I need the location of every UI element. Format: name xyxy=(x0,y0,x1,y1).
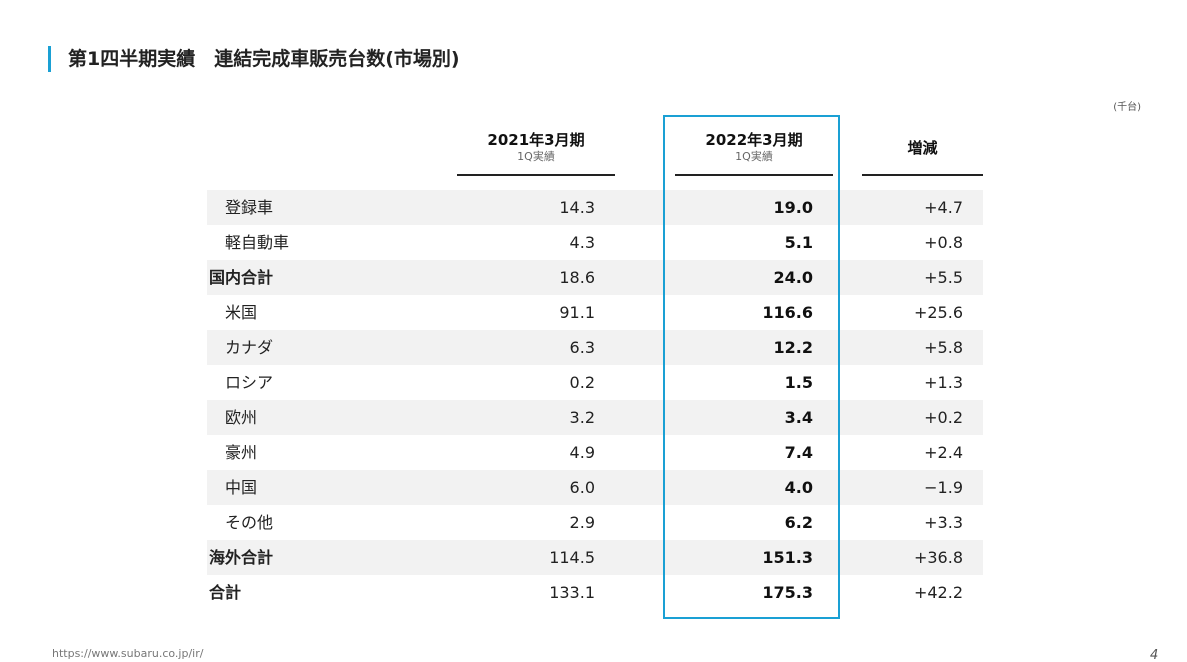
value-2022: 7.4 xyxy=(784,443,813,462)
row-label: カナダ xyxy=(225,338,274,357)
value-2021: 0.2 xyxy=(569,373,595,392)
value-2021: 114.5 xyxy=(549,548,595,567)
value-2021: 18.6 xyxy=(559,268,595,287)
value-2022: 1.5 xyxy=(784,373,813,392)
value-diff: −1.9 xyxy=(924,478,963,497)
page-number: 4 xyxy=(1150,648,1159,662)
value-diff: +25.6 xyxy=(913,303,963,322)
value-diff: +3.3 xyxy=(924,513,963,532)
value-2021: 4.3 xyxy=(569,233,595,252)
column-header-title: 増減 xyxy=(907,139,938,157)
table-row: 登録車 14.3 19.0 +4.7 xyxy=(207,190,983,225)
value-diff: +5.8 xyxy=(924,338,963,357)
value-2021: 4.9 xyxy=(569,443,595,462)
column-header-diff: 増減 xyxy=(862,138,983,176)
table-row: カナダ 6.3 12.2 +5.8 xyxy=(207,330,983,365)
value-2021: 133.1 xyxy=(549,583,595,602)
unit-label: (千台) xyxy=(1113,102,1141,113)
value-2022: 175.3 xyxy=(762,583,813,602)
value-2021: 6.3 xyxy=(569,338,595,357)
table-row: 豪州 4.9 7.4 +2.4 xyxy=(207,435,983,470)
row-label: 欧州 xyxy=(225,408,258,427)
column-header-subtitle: 1Q実績 xyxy=(517,150,555,163)
value-2022: 24.0 xyxy=(773,268,813,287)
value-2022: 19.0 xyxy=(773,198,813,217)
footer-url[interactable]: https://www.subaru.co.jp/ir/ xyxy=(52,647,204,660)
table-row: 中国 6.0 4.0 −1.9 xyxy=(207,470,983,505)
table-row: 合計 133.1 175.3 +42.2 xyxy=(207,575,983,610)
row-label: 海外合計 xyxy=(209,548,274,567)
value-2021: 2.9 xyxy=(569,513,595,532)
value-2022: 151.3 xyxy=(762,548,813,567)
table-row: 海外合計 114.5 151.3 +36.8 xyxy=(207,540,983,575)
value-2022: 4.0 xyxy=(784,478,813,497)
column-header-2021: 2021年3月期 1Q実績 xyxy=(457,130,615,176)
current-year-highlight-box xyxy=(663,115,840,619)
value-diff: +42.2 xyxy=(913,583,963,602)
value-2022: 116.6 xyxy=(762,303,813,322)
table-row: ロシア 0.2 1.5 +1.3 xyxy=(207,365,983,400)
table-row: 軽自動車 4.3 5.1 +0.8 xyxy=(207,225,983,260)
row-label: 国内合計 xyxy=(209,268,274,287)
page-title: 第1四半期実績 連結完成車販売台数(市場別) xyxy=(68,48,460,70)
value-diff: +0.8 xyxy=(924,233,963,252)
column-header-underline xyxy=(457,174,615,176)
column-header-title: 2021年3月期 xyxy=(487,131,585,149)
value-2022: 5.1 xyxy=(784,233,813,252)
row-label: 中国 xyxy=(225,478,258,497)
row-label: 米国 xyxy=(225,303,258,322)
value-diff: +2.4 xyxy=(924,443,963,462)
value-2022: 3.4 xyxy=(784,408,813,427)
value-2021: 6.0 xyxy=(569,478,595,497)
value-2022: 12.2 xyxy=(773,338,813,357)
column-header-title: 2022年3月期 xyxy=(705,131,803,149)
value-2021: 3.2 xyxy=(569,408,595,427)
value-2021: 91.1 xyxy=(559,303,595,322)
column-header-underline xyxy=(862,174,983,176)
row-label: 軽自動車 xyxy=(225,233,290,252)
table-row: 米国 91.1 116.6 +25.6 xyxy=(207,295,983,330)
table-row: 欧州 3.2 3.4 +0.2 xyxy=(207,400,983,435)
column-header-underline xyxy=(675,174,833,176)
value-2022: 6.2 xyxy=(784,513,813,532)
column-header-2022: 2022年3月期 1Q実績 xyxy=(675,130,833,176)
table-row: その他 2.9 6.2 +3.3 xyxy=(207,505,983,540)
row-label: 合計 xyxy=(209,583,242,602)
row-label: ロシア xyxy=(225,373,274,392)
row-label: 豪州 xyxy=(225,443,258,462)
column-header-subtitle: 1Q実績 xyxy=(735,150,773,163)
table-row: 国内合計 18.6 24.0 +5.5 xyxy=(207,260,983,295)
value-diff: +36.8 xyxy=(913,548,963,567)
value-2021: 14.3 xyxy=(559,198,595,217)
value-diff: +4.7 xyxy=(924,198,963,217)
value-diff: +5.5 xyxy=(924,268,963,287)
value-diff: +0.2 xyxy=(924,408,963,427)
title-accent-bar xyxy=(48,46,51,72)
value-diff: +1.3 xyxy=(924,373,963,392)
row-label: 登録車 xyxy=(225,198,274,217)
row-label: その他 xyxy=(225,513,274,532)
